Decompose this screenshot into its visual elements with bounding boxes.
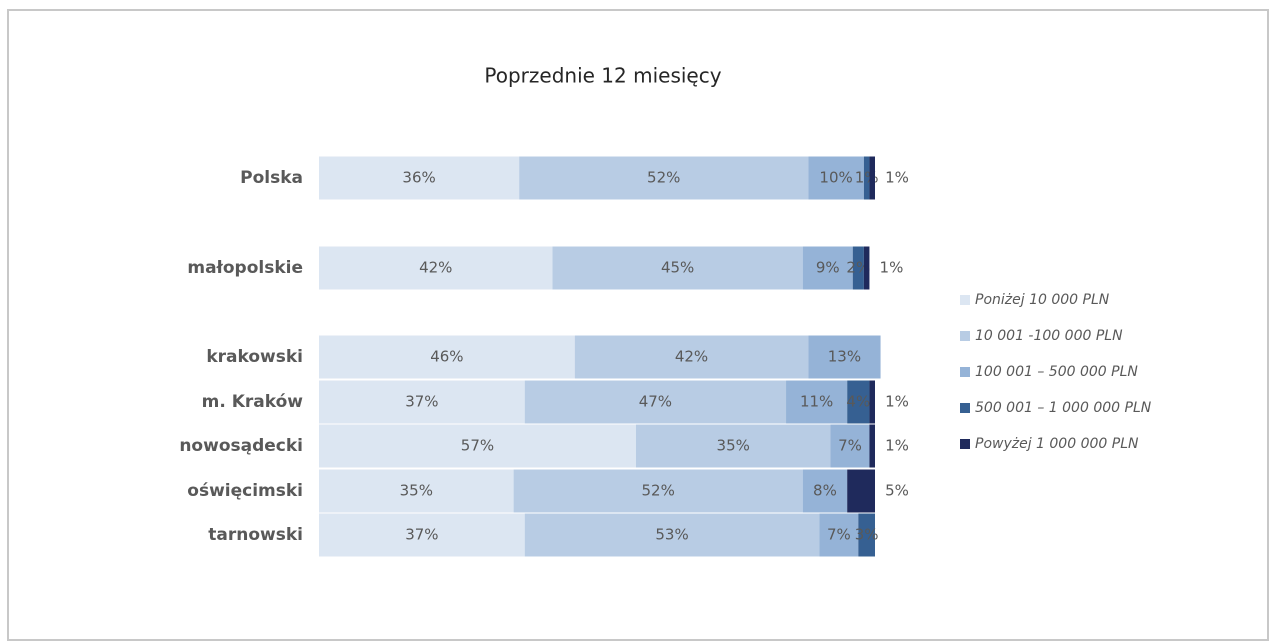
value-label: 7% (827, 526, 851, 544)
value-label: 37% (405, 526, 438, 544)
value-label: 3% (855, 526, 879, 544)
bar-segment (513, 469, 803, 513)
bar-segment (524, 513, 820, 557)
bar-segment (319, 156, 520, 200)
category-label: Polska (240, 168, 303, 188)
value-label: 36% (402, 169, 435, 187)
category-label: nowosądecki (179, 436, 303, 456)
bar-segment (524, 380, 787, 424)
category-label: krakowski (206, 347, 303, 367)
value-label: 9% (816, 259, 840, 277)
bar-segment (802, 469, 848, 513)
legend-swatch (960, 439, 970, 449)
bar-segment (847, 469, 875, 513)
value-label: 8% (813, 482, 837, 500)
bar-segment (819, 513, 859, 557)
bar-segment (802, 246, 853, 290)
value-label: 10% (819, 169, 852, 187)
legend-label: 500 001 – 1 000 000 PLN (975, 400, 1152, 416)
legend-swatch (960, 331, 970, 341)
bar-segment (319, 380, 525, 424)
value-label: 37% (405, 393, 438, 411)
value-label: 52% (641, 482, 674, 500)
legend-swatch (960, 367, 970, 377)
bar-segment (863, 156, 870, 200)
category-label: oświęcimski (187, 481, 303, 501)
value-label: 47% (639, 393, 672, 411)
value-label: 57% (461, 437, 494, 455)
bar-segment (786, 380, 848, 424)
bar-segment (319, 513, 525, 557)
value-label: 4% (846, 393, 870, 411)
bar-segment (319, 246, 553, 290)
category-label: m. Kraków (202, 392, 304, 412)
value-label: 5% (885, 482, 909, 500)
value-label: 35% (717, 437, 750, 455)
category-label: tarnowski (208, 525, 303, 545)
bar-segment (858, 513, 875, 557)
legend-label: 10 001 -100 000 PLN (975, 328, 1123, 344)
bar-segment (319, 335, 575, 379)
value-label: 13% (828, 348, 861, 366)
legend-swatch (960, 403, 970, 413)
bar-segment (552, 246, 803, 290)
value-label: 1% (885, 169, 909, 187)
legend-label: 100 001 – 500 000 PLN (975, 364, 1138, 380)
value-label: 1% (885, 393, 909, 411)
bar-segment (869, 156, 875, 200)
value-label: 42% (675, 348, 708, 366)
bar-segment (808, 335, 881, 379)
bar-segment (519, 156, 809, 200)
bar-segment (852, 246, 864, 290)
value-label: 53% (655, 526, 688, 544)
value-label: 1% (880, 259, 904, 277)
category-label: małopolskie (187, 258, 303, 278)
bar-segment (869, 424, 875, 468)
value-label: 11% (800, 393, 833, 411)
value-label: 42% (419, 259, 452, 277)
value-label: 7% (838, 437, 862, 455)
bar-segment (847, 380, 870, 424)
legend-label: Poniżej 10 000 PLN (975, 292, 1110, 308)
value-label: 35% (400, 482, 433, 500)
bar-segment (574, 335, 809, 379)
legend-swatch (960, 295, 970, 305)
bar-segment (863, 246, 870, 290)
chart-title: Poprzednie 12 miesięcy (484, 64, 721, 88)
bar-segment (319, 424, 636, 468)
value-label: 46% (430, 348, 463, 366)
bar-segment (319, 469, 514, 513)
bar-segment (830, 424, 870, 468)
bar-segment (808, 156, 864, 200)
value-label: 45% (661, 259, 694, 277)
bar-segment (635, 424, 831, 468)
value-label: 1% (885, 437, 909, 455)
legend-label: Powyżej 1 000 000 PLN (975, 436, 1139, 452)
value-label: 52% (647, 169, 680, 187)
bar-segment (869, 380, 875, 424)
